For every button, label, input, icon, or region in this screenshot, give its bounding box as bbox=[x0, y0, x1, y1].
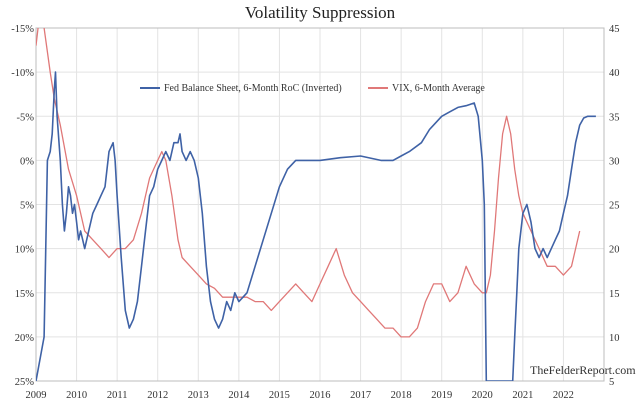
left-tick-label: -15% bbox=[11, 24, 34, 35]
chart-title: Volatility Suppression bbox=[245, 3, 396, 22]
x-tick-label: 2018 bbox=[391, 390, 412, 401]
left-tick-label: 15% bbox=[15, 289, 35, 300]
right-tick-label: 30 bbox=[609, 156, 620, 167]
left-tick-label: -10% bbox=[11, 68, 34, 79]
right-tick-label: 10 bbox=[609, 333, 620, 344]
x-tick-label: 2012 bbox=[147, 390, 168, 401]
x-tick-label: 2016 bbox=[310, 390, 331, 401]
source-credit: TheFelderReport.com bbox=[530, 363, 636, 377]
x-axis: 2009 2010 2011 2012 2013 2014 2015 2016 2017 2018… bbox=[26, 390, 574, 401]
right-tick-label: 35 bbox=[609, 112, 620, 123]
x-tick-label: 2019 bbox=[431, 390, 452, 401]
right-tick-label: 40 bbox=[609, 68, 620, 79]
left-tick-label: 20% bbox=[15, 333, 35, 344]
x-tick-label: 2013 bbox=[188, 390, 209, 401]
legend-label-vix: VIX, 6-Month Average bbox=[392, 83, 485, 94]
grid bbox=[35, 27, 605, 382]
series-line-fed-balance-sheet bbox=[36, 71, 596, 381]
left-tick-label: 5% bbox=[20, 201, 34, 212]
right-axis: 45 40 35 30 25 20 15 10 5 bbox=[609, 24, 620, 388]
left-axis: -15% -10% -5% 0% 5% 10% 15% 20% 25% bbox=[11, 24, 34, 388]
x-tick-label: 2009 bbox=[26, 390, 47, 401]
x-tick-label: 2015 bbox=[269, 390, 290, 401]
x-tick-label: 2011 bbox=[107, 390, 128, 401]
x-tick-label: 2022 bbox=[553, 390, 574, 401]
x-tick-label: 2021 bbox=[512, 390, 533, 401]
series-line-vix bbox=[36, 28, 581, 338]
x-tick-label: 2010 bbox=[66, 390, 87, 401]
x-tick-label: 2014 bbox=[228, 390, 250, 401]
x-tick-label: 2020 bbox=[472, 390, 493, 401]
right-tick-label: 25 bbox=[609, 201, 620, 212]
right-tick-label: 15 bbox=[609, 289, 620, 300]
left-tick-label: 0% bbox=[20, 156, 34, 167]
right-tick-label: 5 bbox=[609, 377, 614, 388]
x-tick-label: 2017 bbox=[350, 390, 371, 401]
left-tick-label: -5% bbox=[17, 112, 35, 123]
left-tick-label: 25% bbox=[15, 377, 35, 388]
plot-frame bbox=[35, 27, 605, 382]
right-tick-label: 20 bbox=[609, 245, 620, 256]
legend-label-fed: Fed Balance Sheet, 6-Month RoC (Inverted… bbox=[164, 83, 342, 94]
legend: Fed Balance Sheet, 6-Month RoC (Inverted… bbox=[140, 83, 485, 94]
left-tick-label: 10% bbox=[15, 245, 35, 256]
right-tick-label: 45 bbox=[609, 24, 620, 35]
series-layer bbox=[36, 28, 596, 381]
